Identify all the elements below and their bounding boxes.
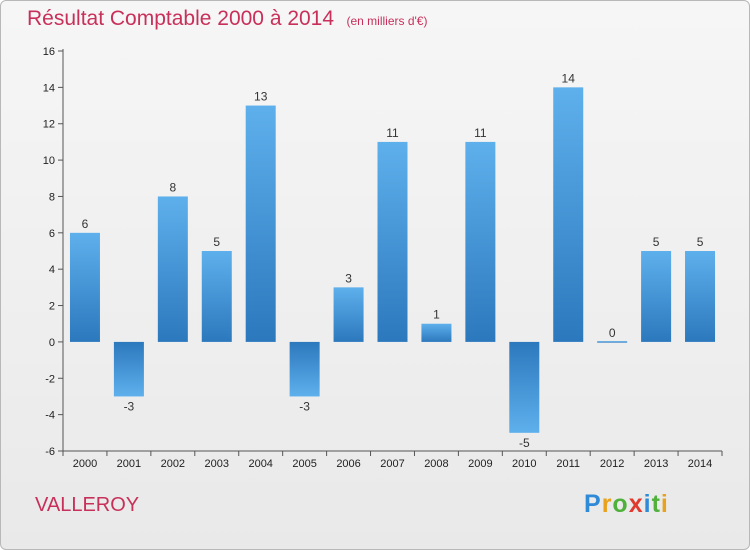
logo-letter: r bbox=[601, 490, 613, 518]
x-tick-label: 2009 bbox=[468, 458, 492, 470]
bar-2001 bbox=[113, 341, 144, 397]
y-tick-label: -4 bbox=[45, 410, 55, 422]
data-label-2008: 1 bbox=[433, 308, 440, 322]
y-tick-label: 4 bbox=[49, 264, 55, 276]
logo-letter: P bbox=[584, 490, 602, 518]
y-tick-label: 2 bbox=[49, 301, 55, 313]
bar-2007 bbox=[377, 141, 408, 342]
logo-letter: o bbox=[612, 490, 629, 518]
x-tick-label: 2008 bbox=[424, 458, 448, 470]
logo-letter: x bbox=[628, 490, 644, 518]
bar-2013 bbox=[641, 251, 672, 342]
data-label-2003: 5 bbox=[213, 235, 220, 249]
x-tick-label: 2003 bbox=[205, 458, 229, 470]
x-tick-label: 2014 bbox=[688, 458, 712, 470]
y-tick-label: 6 bbox=[49, 228, 55, 240]
data-label-2013: 5 bbox=[653, 235, 660, 249]
bars bbox=[69, 87, 716, 433]
x-tick-label: 2010 bbox=[512, 458, 536, 470]
x-tick-label: 2002 bbox=[161, 458, 185, 470]
bar-2010 bbox=[509, 341, 540, 433]
logo-letter: t bbox=[651, 490, 661, 518]
x-tick-label: 2000 bbox=[73, 458, 97, 470]
data-label-2002: 8 bbox=[169, 180, 176, 194]
data-label-2014: 5 bbox=[697, 235, 704, 249]
data-label-2007: 11 bbox=[386, 126, 399, 140]
bar-2004 bbox=[245, 105, 276, 342]
bar-2005 bbox=[289, 341, 320, 397]
data-label-2001: -3 bbox=[124, 399, 135, 413]
data-label-2010: -5 bbox=[519, 436, 530, 450]
y-tick-label: -2 bbox=[45, 373, 55, 385]
bar-2003 bbox=[201, 251, 232, 342]
logo-letter: i bbox=[660, 490, 669, 518]
y-tick-label: 12 bbox=[43, 119, 55, 131]
bar-2014 bbox=[685, 251, 716, 342]
data-label-2011: 14 bbox=[562, 71, 576, 85]
bar-2000 bbox=[69, 232, 100, 342]
bar-2012 bbox=[597, 341, 628, 343]
x-tick-label: 2004 bbox=[248, 458, 272, 470]
x-tick-label: 2012 bbox=[600, 458, 624, 470]
bar-2009 bbox=[465, 141, 496, 342]
data-label-2012: 0 bbox=[609, 326, 616, 340]
y-tick-label: 0 bbox=[49, 337, 55, 349]
x-tick-label: 2013 bbox=[644, 458, 668, 470]
y-tick-label: 14 bbox=[43, 82, 55, 94]
proxiti-logo: Proxiti bbox=[584, 490, 669, 519]
commune-name: VALLEROY bbox=[35, 494, 140, 516]
x-tick-label: 2001 bbox=[117, 458, 141, 470]
data-label-2000: 6 bbox=[82, 217, 89, 231]
data-label-2004: 13 bbox=[254, 90, 268, 104]
y-tick-label: -6 bbox=[45, 446, 55, 458]
chart-subtitle: (en milliers d'€) bbox=[346, 14, 428, 28]
data-label-2005: -3 bbox=[299, 399, 310, 413]
y-tick-label: 10 bbox=[43, 155, 55, 167]
title-row: Résultat Comptable 2000 à 2014 (en milli… bbox=[27, 7, 427, 31]
x-tick-label: 2007 bbox=[380, 458, 404, 470]
bar-2011 bbox=[553, 87, 584, 342]
y-tick-label: 16 bbox=[43, 46, 55, 58]
bar-2008 bbox=[421, 323, 452, 342]
logo-letter: i bbox=[643, 490, 652, 518]
data-label-2009: 11 bbox=[474, 126, 487, 140]
x-tick-label: 2011 bbox=[556, 458, 580, 470]
x-tick-label: 2005 bbox=[292, 458, 316, 470]
bar-2006 bbox=[333, 287, 364, 342]
chart-title: Résultat Comptable 2000 à 2014 bbox=[27, 7, 335, 30]
bar-2002 bbox=[157, 196, 188, 342]
y-tick-label: 8 bbox=[49, 191, 55, 203]
x-tick-label: 2006 bbox=[336, 458, 360, 470]
data-label-2006: 3 bbox=[345, 271, 352, 285]
